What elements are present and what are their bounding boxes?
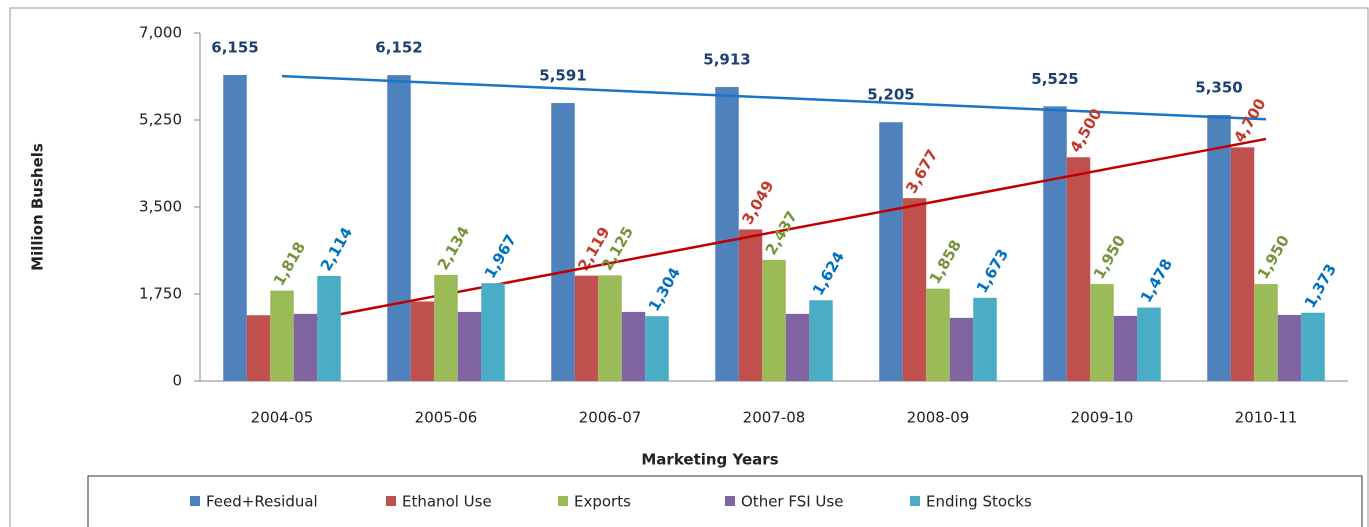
legend-label: Feed+Residual [206,493,318,511]
data-label: 2,134 [434,223,473,273]
bar [1254,284,1278,381]
data-label: 4,500 [1066,105,1105,155]
x-tick-label: 2010-11 [1235,409,1298,427]
bar [1207,115,1231,382]
bar [457,311,482,381]
bar [1137,307,1161,381]
bar [1090,284,1114,381]
bar [879,122,903,381]
bar [645,316,669,381]
y-tick-label: 7,000 [139,24,182,42]
legend-swatch [558,496,568,506]
bar [270,290,294,381]
data-label: 4,700 [1230,95,1269,145]
data-label: 2,114 [317,224,356,274]
bar [1301,312,1325,381]
bar [246,315,271,381]
y-tick-label: 1,750 [139,285,182,303]
bar [902,198,927,381]
x-axis-label: Marketing Years [641,451,778,469]
y-tick-label: 3,500 [139,198,182,216]
x-tick-label: 2008-09 [907,409,970,427]
bar [410,301,435,381]
bar [715,87,739,381]
bar [293,313,318,381]
bar [481,283,505,381]
bar [738,229,763,381]
data-label: 5,913 [703,51,750,69]
data-label: 5,525 [1031,70,1078,88]
legend-label: Ethanol Use [402,493,492,511]
bar [317,275,341,381]
bar [762,259,786,381]
bar [621,311,646,381]
data-label: 1,967 [481,231,520,281]
data-label: 1,673 [973,246,1012,296]
bar [1043,106,1067,381]
legend-swatch [386,496,396,506]
data-label: 6,155 [211,39,258,57]
x-tick-label: 2005-06 [415,409,478,427]
data-label: 1,950 [1090,232,1129,282]
bar [809,300,833,381]
legend-label: Exports [574,493,631,511]
data-label: 3,049 [738,178,777,228]
data-label: 5,205 [867,86,914,104]
legend-label: Ending Stocks [926,493,1032,511]
data-label: 1,373 [1301,261,1340,311]
bar [1066,157,1091,381]
legend-label: Other FSI Use [741,493,843,511]
data-label: 1,858 [926,237,965,287]
x-tick-label: 2006-07 [579,409,642,427]
bar [973,297,997,381]
data-label: 5,591 [539,67,586,85]
bar [434,274,458,381]
data-label: 3,677 [902,146,941,196]
legend-swatch [190,496,200,506]
data-label: 6,152 [375,39,422,57]
data-label: 1,478 [1137,256,1176,306]
bar [926,288,950,381]
data-label: 1,624 [809,248,848,298]
legend-swatch [910,496,920,506]
bar [1230,147,1255,381]
data-label: 1,818 [270,239,309,289]
y-tick-label: 5,250 [139,111,182,129]
x-tick-label: 2007-08 [743,409,806,427]
bar [949,317,974,381]
bar [1277,314,1302,381]
bar [785,313,810,381]
legend-swatch [725,496,735,506]
bar [574,275,599,381]
data-label: 5,350 [1195,79,1242,97]
bar [223,75,247,381]
data-label: 1,304 [645,264,684,314]
bar [551,103,575,382]
x-tick-label: 2009-10 [1071,409,1134,427]
y-tick-label: 0 [172,372,182,390]
bar [387,75,411,381]
trend-line [281,74,1267,121]
y-axis-label: Million Bushels [29,143,47,271]
x-tick-label: 2004-05 [251,409,314,427]
bar [598,275,622,381]
bar [1113,315,1138,381]
chart-frame [9,7,1369,527]
data-label: 1,950 [1254,232,1293,282]
